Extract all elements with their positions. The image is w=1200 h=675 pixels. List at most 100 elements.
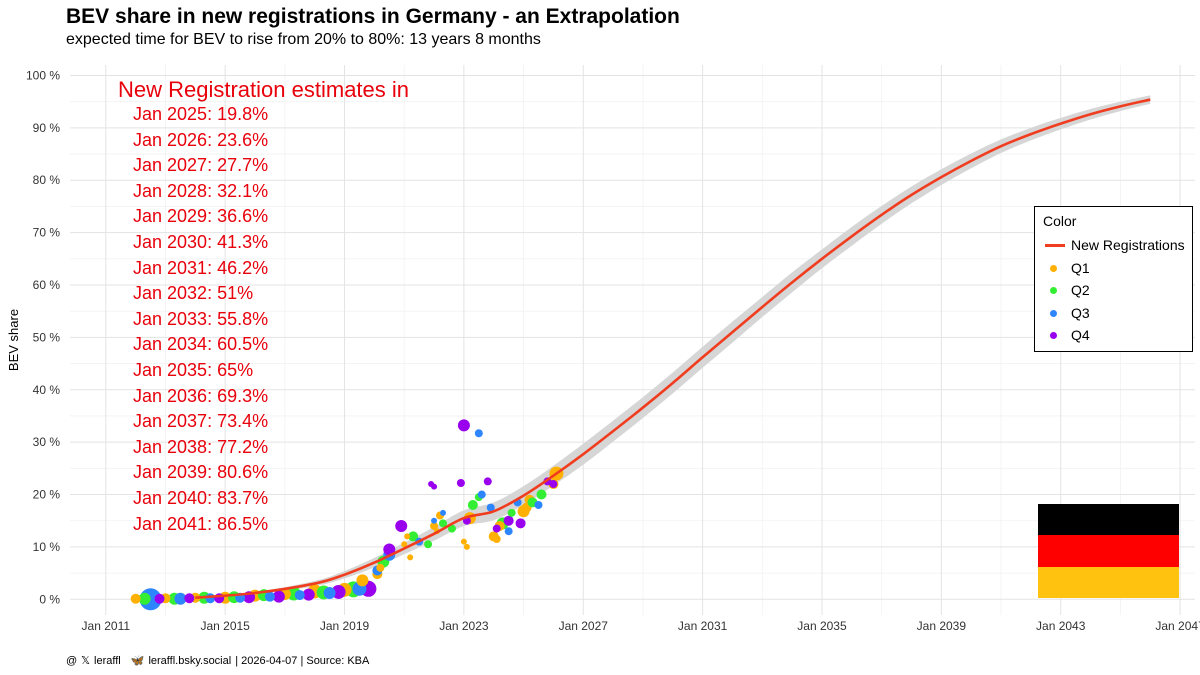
y-tick-label: 90 % [33, 121, 61, 135]
y-tick-label: 80 % [33, 173, 61, 187]
data-point-q2 [507, 508, 516, 517]
estimate-item: Jan 2029: 36.6% [133, 206, 269, 227]
data-point-q4 [549, 480, 558, 489]
data-point-q4 [456, 479, 465, 487]
butterfly-icon: 🦋 [130, 655, 145, 667]
data-point-q2 [424, 540, 433, 549]
y-tick-label: 40 % [33, 383, 61, 397]
data-point-q4 [483, 477, 492, 486]
x-tick-label: Jan 2015 [200, 619, 250, 633]
chart-legend: Color New Registrations Q1 Q2 Q3 Q4 [1034, 206, 1193, 352]
legend-swatch-new-registrations [1045, 244, 1065, 247]
data-point-q4 [383, 543, 396, 556]
y-tick-label: 60 % [33, 278, 61, 292]
data-point-q4 [431, 483, 438, 490]
estimate-item: Jan 2032: 51% [133, 283, 254, 304]
x-tick-label: Jan 2027 [559, 619, 609, 633]
data-point-q2 [467, 500, 478, 510]
x-tick-label: Jan 2019 [320, 619, 370, 633]
legend-label-q1: Q1 [1071, 259, 1090, 276]
flag-stripe-red [1038, 535, 1179, 567]
data-point-q2 [439, 519, 448, 528]
trend-line-new-registrations [195, 98, 1151, 600]
x-tick-label: Jan 2039 [917, 619, 967, 633]
data-point-q4 [184, 593, 195, 604]
data-point-q4 [492, 524, 501, 533]
data-point-q1 [430, 521, 439, 530]
data-point-q3 [264, 591, 275, 602]
data-point-q3 [486, 503, 495, 512]
x-tick-label: Jan 2031 [678, 619, 728, 633]
data-point-q2 [447, 524, 456, 533]
data-point-q3 [323, 587, 336, 599]
estimate-item: Jan 2025: 19.8% [133, 104, 269, 124]
estimate-item: Jan 2027: 27.7% [133, 155, 269, 176]
data-point-q3 [294, 590, 305, 601]
estimates-list: Jan 2025: 19.8% Jan 2026: 23.6% Jan 2027: … [133, 102, 268, 537]
data-point-q3 [205, 593, 216, 604]
legend-swatch-q2 [1050, 287, 1057, 294]
estimate-item: Jan 2035: 65% [133, 359, 254, 380]
threads-icon: @ [66, 654, 78, 667]
estimate-item: Jan 2036: 69.3% [133, 385, 269, 406]
legend-label-q4: Q4 [1071, 327, 1090, 343]
data-point-q1 [492, 535, 501, 544]
data-point-q4 [302, 588, 315, 601]
footer-date-source: | 2026-04-07 | Source: KBA [235, 654, 370, 667]
footer-handle-x: leraffl [94, 654, 121, 667]
legend-swatch-q1 [1050, 264, 1057, 272]
estimate-item: Jan 2038: 77.2% [133, 436, 269, 457]
data-point-q4 [515, 518, 526, 529]
legend-swatch-q4 [1050, 332, 1057, 339]
germany-flag [1038, 504, 1179, 598]
legend-title: Color [1043, 213, 1077, 229]
x-tick-label: Jan 2047 [1155, 619, 1200, 633]
estimate-item: Jan 2037: 73.4% [133, 411, 269, 432]
data-point-q1 [404, 533, 411, 540]
confidence-band [195, 95, 1151, 598]
data-point-q1 [356, 574, 369, 587]
y-tick-label: 50 % [33, 330, 61, 344]
data-point-q4 [395, 519, 408, 532]
estimate-item: Jan 2034: 60.5% [133, 334, 269, 355]
estimate-item: Jan 2028: 32.1% [133, 180, 269, 201]
legend-label-q2: Q2 [1071, 282, 1090, 298]
estimate-item: Jan 2040: 83.7% [133, 487, 269, 508]
x-tick-label: Jan 2035 [797, 619, 847, 633]
data-point-q1 [460, 538, 467, 545]
data-point-q4 [154, 593, 165, 604]
y-tick-label: 30 % [33, 435, 61, 449]
y-tick-label: 100 % [26, 68, 60, 82]
estimate-item: Jan 2039: 80.6% [133, 462, 269, 483]
data-point-q1 [407, 554, 414, 561]
data-point-q4 [272, 590, 285, 603]
x-tick-label: Jan 2023 [439, 619, 489, 633]
data-point-q3 [504, 527, 513, 536]
estimate-item: Jan 2030: 41.3% [133, 231, 269, 252]
data-point-q3 [477, 490, 486, 499]
y-axis-label: BEV share [6, 309, 21, 371]
chart-subtitle: expected time for BEV to rise from 20% t… [66, 31, 541, 48]
data-point-q1 [130, 593, 141, 604]
estimate-item: Jan 2041: 86.5% [133, 513, 269, 534]
data-point-q1 [401, 541, 408, 548]
y-tick-label: 20 % [33, 488, 61, 502]
data-point-q2 [536, 489, 547, 500]
data-point-q4 [503, 515, 514, 526]
chart-title: BEV share in new registrations in German… [66, 5, 680, 28]
data-point-q3 [174, 592, 187, 605]
x-icon: 𝕏 [81, 655, 91, 667]
estimate-item: Jan 2026: 23.6% [133, 129, 269, 150]
estimates-heading: New Registration estimates in [118, 77, 410, 102]
estimate-item: Jan 2031: 46.2% [133, 257, 269, 278]
y-tick-label: 70 % [33, 226, 61, 240]
data-point-q3 [474, 429, 483, 438]
estimate-item: Jan 2033: 55.8% [133, 308, 269, 329]
data-point-q2 [408, 531, 419, 542]
data-point-q3 [534, 501, 543, 509]
flag-stripe-gold [1038, 566, 1179, 598]
data-point-q2 [138, 592, 151, 605]
data-point-q3 [440, 509, 447, 516]
footer-handle-bsky: leraffl.bsky.social [148, 654, 232, 667]
